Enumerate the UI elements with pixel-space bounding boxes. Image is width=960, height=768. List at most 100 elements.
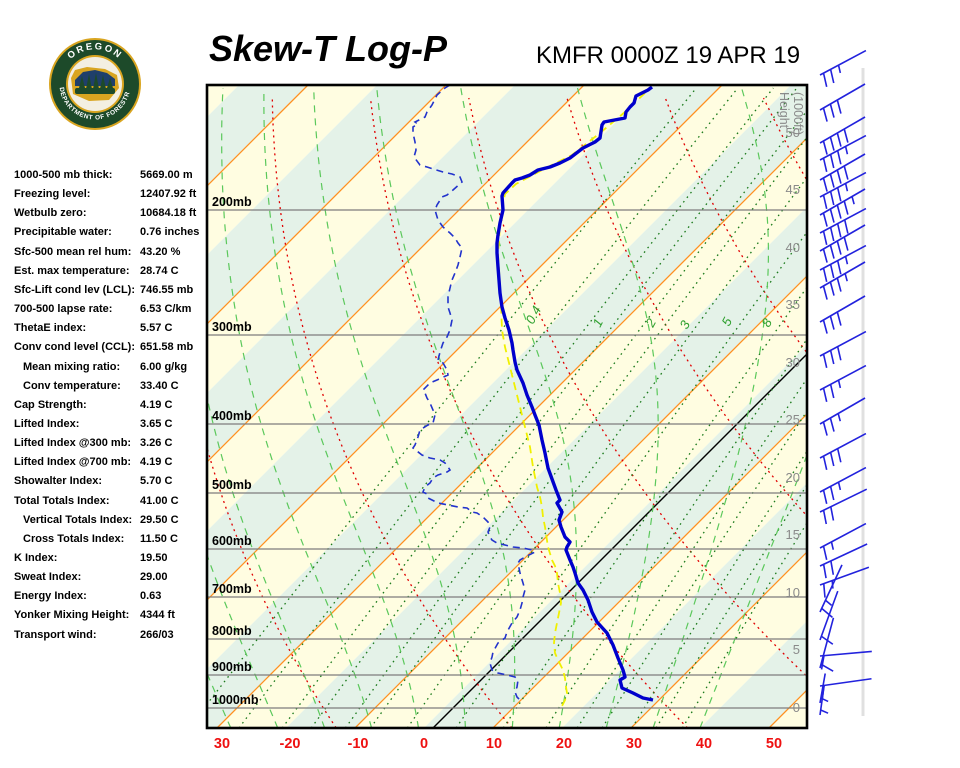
stat-value: 43.20 % xyxy=(140,245,181,258)
pressure-label: 900mb xyxy=(212,660,252,674)
stat-label: Mean mixing ratio: xyxy=(23,360,121,373)
stat-value: 33.40 C xyxy=(140,379,179,392)
stat-label: Precipitable water: xyxy=(14,226,112,239)
stat-row: Vertical Totals Index: 29.50 C xyxy=(14,514,214,526)
wind-barb-column xyxy=(819,49,872,716)
stat-label: 1000-500 mb thick: xyxy=(14,169,113,181)
pressure-label: 200mb xyxy=(212,195,252,209)
stat-value: 0.63 xyxy=(140,590,162,603)
stat-row: Conv temperature: 33.40 C xyxy=(14,380,214,392)
stat-row: Total Totals Index: 41.00 C xyxy=(14,495,214,507)
stat-label: Conv temperature: xyxy=(23,379,121,392)
pressure-label: 400mb xyxy=(212,409,252,423)
stat-row: ThetaE index: 5.57 C xyxy=(14,322,214,334)
height-label: 15 xyxy=(786,527,800,542)
wind-barb xyxy=(819,49,867,87)
stat-value: 5.57 C xyxy=(140,322,173,335)
stat-value: 4.19 C xyxy=(140,398,173,411)
stat-row: Sfc-Lift cond lev (LCL): 746.55 mb xyxy=(14,284,214,296)
mixing-ratio-label: 0.4 xyxy=(522,303,544,326)
stat-label: Cross Totals Index: xyxy=(23,532,125,545)
stat-row: Sweat Index: 29.00 xyxy=(14,571,214,583)
wind-barb xyxy=(819,134,867,172)
wind-barb xyxy=(819,261,866,300)
pressure-label: 1000mb xyxy=(212,693,259,707)
x-axis-temp-label: 0 xyxy=(420,736,428,752)
wind-barb xyxy=(819,153,866,192)
stat-value: 4.19 C xyxy=(140,456,173,469)
stat-label: Total Totals Index: xyxy=(14,494,110,507)
x-axis-temp-label: 40 xyxy=(696,736,712,752)
station-id-line: KMFR 0000Z 19 APR 19 xyxy=(536,42,801,69)
stat-label: Yonker Mixing Height: xyxy=(14,609,130,622)
wind-barb xyxy=(819,543,868,579)
height-label: 40 xyxy=(786,240,800,255)
stat-label: Lifted Index: xyxy=(14,417,80,430)
wind-barb xyxy=(819,207,867,245)
stat-label: Sweat Index: xyxy=(14,571,82,584)
stat-row: Cross Totals Index: 11.50 C xyxy=(14,533,214,545)
height-label: 30 xyxy=(786,355,800,370)
height-label: 10 xyxy=(786,585,800,600)
stat-row: Freezing level: 12407.92 ft xyxy=(14,188,214,200)
graticule xyxy=(207,85,807,728)
stat-value: 5.70 C xyxy=(140,475,173,488)
wind-barb xyxy=(819,188,866,227)
stat-row: Lifted Index: 3.65 C xyxy=(14,418,214,430)
stat-row: Wetbulb zero: 10684.18 ft xyxy=(14,207,214,219)
pressure-label: 700mb xyxy=(212,582,252,596)
wind-barb xyxy=(819,171,867,209)
stat-value: 41.00 C xyxy=(140,494,179,507)
stat-label: Sfc-500 mean rel hum: xyxy=(14,245,132,258)
stat-value: 3.26 C xyxy=(140,437,173,450)
temperature-trace xyxy=(495,85,654,702)
wind-barb xyxy=(819,466,867,504)
stat-row: Conv cond level (CCL): 651.58 mb xyxy=(14,341,214,353)
x-axis-temp-label: -20 xyxy=(280,736,301,752)
x-axis-temp-label: 10 xyxy=(486,736,502,752)
stat-label: Vertical Totals Index: xyxy=(23,513,133,526)
stat-label: Showalter Index: xyxy=(14,475,103,488)
stat-value: 266/03 xyxy=(140,628,174,641)
pressure-label: 600mb xyxy=(212,534,252,548)
stats-panel: 1000-500 mb thick: 5669.00 m Freezing leve… xyxy=(0,0,207,768)
stat-value: 28.74 C xyxy=(140,264,179,277)
stat-value: 746.55 mb xyxy=(140,283,194,296)
stat-row: Cap Strength: 4.19 C xyxy=(14,399,214,411)
plot-frame xyxy=(205,83,809,730)
odf-logo: OREGON DEPARTMENT OF FORESTRY xyxy=(49,38,141,130)
stat-value: 12407.92 ft xyxy=(140,188,197,201)
stat-label: K Index: xyxy=(14,552,58,564)
height-label: 25 xyxy=(786,412,800,427)
stat-label: Sfc-Lift cond lev (LCL): xyxy=(14,283,135,296)
x-axis-temp-label: 30 xyxy=(214,736,230,752)
stat-value: 5669.00 m xyxy=(140,169,193,181)
height-label: 45 xyxy=(786,182,800,197)
stat-label: Freezing level: xyxy=(14,188,91,201)
height-axis-title: (1000ft) xyxy=(791,92,805,135)
stat-value: 651.58 mb xyxy=(140,341,194,354)
stat-row: K Index: 19.50 xyxy=(14,552,214,564)
stat-row: Yonker Mixing Height: 4344 ft xyxy=(14,609,214,621)
stat-label: Cap Strength: xyxy=(14,398,87,411)
stat-row: Est. max temperature: 28.74 C xyxy=(14,265,214,277)
stat-row: Lifted Index @300 mb: 3.26 C xyxy=(14,437,214,449)
wind-barb xyxy=(819,224,866,263)
wind-barb xyxy=(819,488,868,525)
stat-value: 10684.18 ft xyxy=(140,207,197,220)
wind-barb xyxy=(819,650,872,670)
dewpoint-trace xyxy=(411,85,537,701)
stat-row: 700-500 lapse rate: 6.53 C/km xyxy=(14,303,214,315)
stat-value: 4344 ft xyxy=(140,609,175,622)
pressure-label: 500mb xyxy=(212,478,252,492)
x-axis-temp-label: 50 xyxy=(766,736,782,752)
wind-barb xyxy=(819,397,866,436)
stat-label: Conv cond level (CCL): xyxy=(14,341,136,354)
stat-label: Lifted Index @300 mb: xyxy=(14,437,132,450)
wind-barb xyxy=(819,295,866,334)
wind-barb xyxy=(819,685,829,716)
stat-row: Transport wind: 266/03 xyxy=(14,629,214,641)
stat-label: ThetaE index: xyxy=(14,322,87,335)
stat-value: 0.76 inches xyxy=(140,226,200,239)
